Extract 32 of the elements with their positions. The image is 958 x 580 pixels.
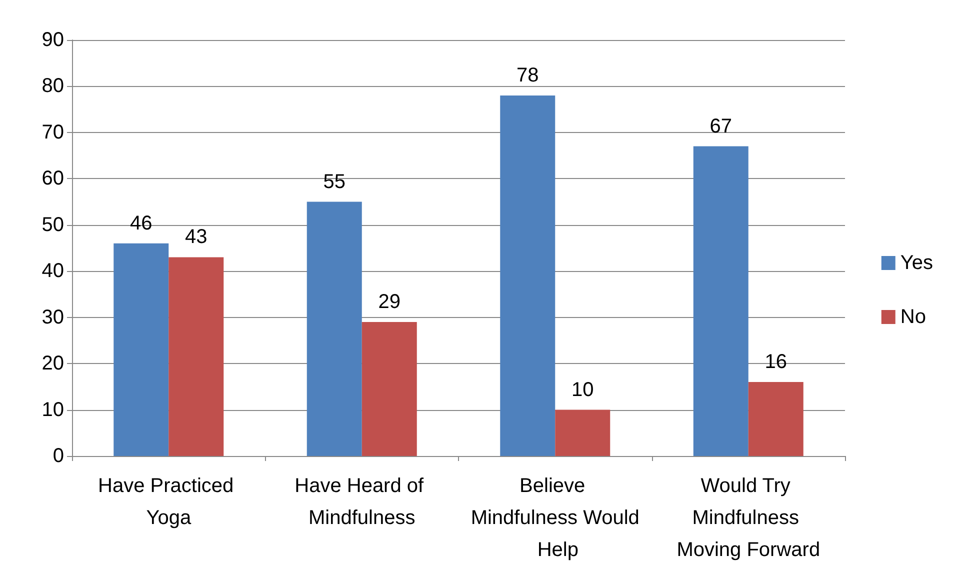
- x-tick-label: Have Heard of Mindfulness: [294, 475, 430, 529]
- y-tick-label: 50: [42, 214, 64, 236]
- legend-label: Yes: [900, 252, 934, 274]
- bar: [693, 146, 748, 456]
- bar: [168, 257, 224, 456]
- bar: [555, 410, 610, 456]
- y-tick-label: 70: [42, 121, 64, 144]
- data-label: 10: [572, 378, 594, 401]
- data-label: 43: [185, 226, 208, 248]
- bar: [362, 322, 417, 456]
- data-label: 67: [710, 115, 732, 138]
- y-tick-label: 30: [42, 306, 64, 328]
- y-tick-label: 80: [42, 75, 64, 98]
- data-label: 78: [516, 64, 539, 86]
- bar: [748, 382, 804, 456]
- data-label: 16: [764, 351, 787, 374]
- data-label: 29: [378, 290, 400, 313]
- legend-label: No: [900, 306, 926, 328]
- y-tick-label: 20: [42, 352, 64, 375]
- y-tick-label: 90: [42, 29, 64, 51]
- data-label: 55: [323, 170, 346, 193]
- x-tick-label: Have Practiced Yoga: [98, 475, 240, 529]
- x-tick-label: Would Try Mindfulness Moving Forward: [676, 475, 820, 561]
- y-tick-label: 0: [52, 445, 64, 467]
- bar: [114, 243, 169, 456]
- y-tick-label: 60: [42, 168, 64, 190]
- x-tick-label: Believe Mindfulness Would Help: [470, 475, 640, 561]
- bar: [306, 202, 362, 456]
- y-tick-label: 40: [42, 260, 64, 282]
- bar: [500, 95, 556, 456]
- y-tick-label: 10: [42, 398, 64, 421]
- data-label: 46: [130, 212, 152, 234]
